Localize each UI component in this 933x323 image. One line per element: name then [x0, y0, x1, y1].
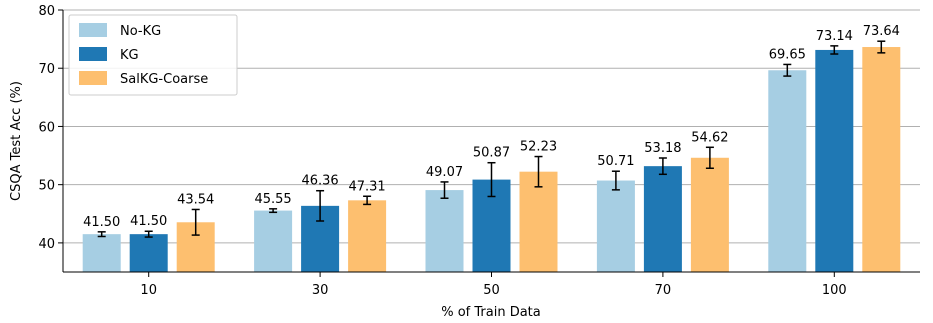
data-label: 49.07 [426, 165, 463, 180]
legend-label: KG [120, 48, 139, 63]
data-label-group: 41.50 41.50 43.54 45.55 46.36 47.31 49.07 50.87… [83, 24, 900, 230]
y-tick-label: 50 [38, 179, 55, 194]
bar [425, 190, 464, 272]
bar [768, 70, 807, 272]
data-label: 45.55 [254, 192, 291, 207]
data-label: 41.50 [83, 215, 120, 230]
data-label: 54.62 [691, 130, 728, 145]
y-tick-label: 70 [38, 62, 55, 77]
error-bar-group [97, 40, 886, 238]
bar-group [82, 47, 901, 273]
legend-swatch [79, 71, 107, 85]
data-label: 46.36 [301, 174, 338, 189]
legend-box [68, 14, 238, 96]
bar [690, 157, 729, 272]
data-label: 52.23 [520, 140, 557, 155]
data-label: 73.14 [816, 29, 853, 44]
x-axis-ticks: 10 30 50 70 100 [140, 272, 847, 298]
data-label: 73.64 [863, 24, 900, 39]
x-axis-label: % of Train Data [441, 305, 541, 320]
data-label: 69.65 [769, 47, 806, 62]
data-label: 50.71 [597, 154, 634, 169]
bar [254, 210, 293, 272]
y-tick-label: 40 [38, 237, 55, 252]
data-label: 43.54 [177, 192, 214, 207]
x-tick-label: 10 [140, 283, 157, 298]
x-tick-label: 50 [483, 283, 500, 298]
bar [815, 49, 854, 272]
x-tick-label: 100 [822, 283, 847, 298]
data-label: 47.31 [348, 179, 385, 194]
bar [348, 200, 387, 272]
data-label: 50.87 [473, 146, 510, 161]
y-tick-label: 60 [38, 120, 55, 135]
legend: No-KG KG SalKG-Coarse [68, 14, 238, 96]
bar [129, 234, 168, 272]
data-label: 53.18 [644, 141, 681, 156]
y-axis-label: CSQA Test Acc (%) [9, 81, 24, 201]
legend-label: No-KG [120, 24, 161, 39]
bar [82, 234, 121, 272]
legend-swatch [79, 47, 107, 61]
legend-swatch [79, 23, 107, 37]
x-tick-label: 30 [312, 283, 329, 298]
x-tick-label: 70 [655, 283, 672, 298]
y-tick-label: 80 [38, 4, 55, 19]
bar [643, 166, 682, 272]
bar [596, 180, 635, 272]
data-label: 41.50 [130, 214, 167, 229]
legend-label: SalKG-Coarse [120, 72, 208, 87]
bar [519, 171, 558, 272]
bar [862, 47, 901, 273]
y-axis-ticks: 40 50 60 70 80 [38, 4, 63, 252]
